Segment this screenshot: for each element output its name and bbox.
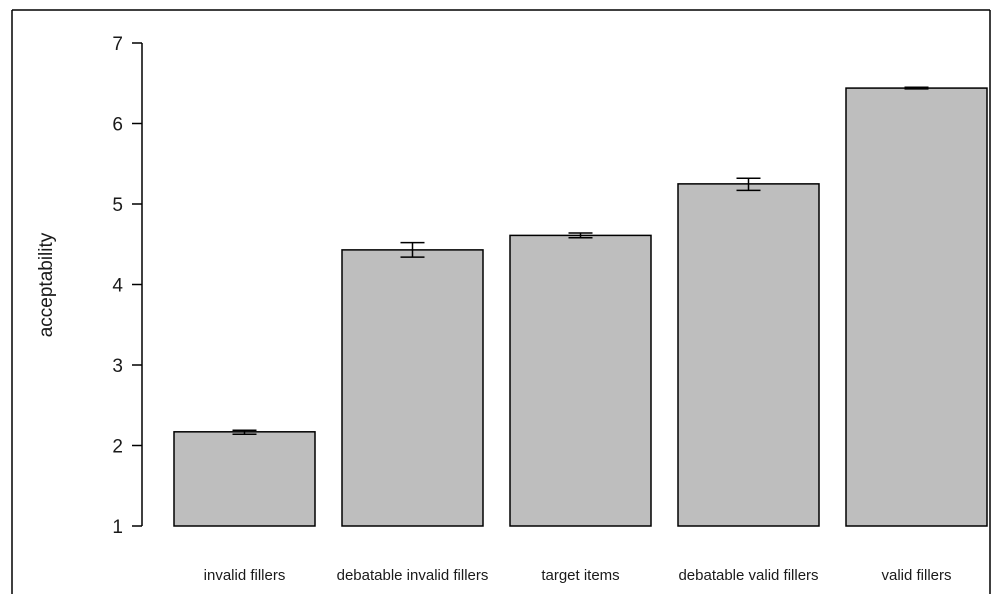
bar — [341, 249, 484, 527]
error-bars-group — [232, 86, 929, 435]
y-tick-label: 3 — [112, 356, 123, 377]
x-category-label: valid fillers — [881, 567, 951, 584]
y-axis-title: acceptability — [36, 232, 57, 337]
y-tick-label: 1 — [112, 517, 123, 538]
bar — [173, 431, 316, 527]
y-tick-label: 6 — [112, 115, 123, 136]
y-tick-label: 4 — [112, 276, 123, 297]
bar — [677, 183, 820, 527]
x-axis-labels: invalid fillers debatable invalid fillers… — [204, 567, 952, 584]
x-category-label: debatable valid fillers — [678, 567, 818, 584]
y-tick-label: 5 — [112, 195, 123, 216]
y-tick-label: 7 — [112, 34, 123, 55]
x-category-label: target items — [541, 567, 619, 584]
x-category-label: invalid fillers — [204, 567, 286, 584]
bar — [845, 87, 988, 527]
y-tick-label: 2 — [112, 437, 123, 458]
y-axis: 1 2 3 4 5 6 7 — [112, 34, 143, 538]
bars-group — [173, 87, 988, 527]
x-category-label: debatable invalid fillers — [337, 567, 489, 584]
bar — [509, 234, 652, 527]
